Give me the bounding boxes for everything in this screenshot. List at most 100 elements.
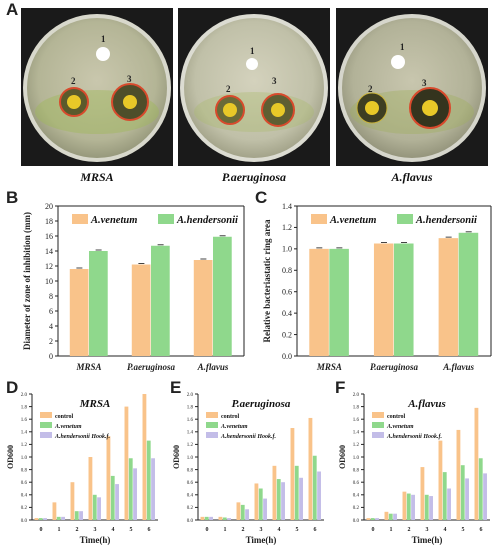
x-tick-label: 2 bbox=[408, 527, 411, 533]
y-tick-label: 0.0 bbox=[282, 352, 292, 361]
y-tick-label: 0.8 bbox=[282, 266, 292, 275]
y-tick-label: 1.4 bbox=[21, 431, 28, 436]
y-tick-label: 1.4 bbox=[187, 431, 194, 436]
legend-label: A.venetum bbox=[220, 424, 248, 430]
bar bbox=[245, 509, 249, 520]
inhibition-zone-2 bbox=[356, 92, 388, 124]
y-tick-label: 12 bbox=[45, 262, 53, 271]
legend-swatch bbox=[206, 412, 218, 418]
inhibition-zone-2 bbox=[59, 87, 89, 117]
y-tick-label: 10 bbox=[45, 277, 53, 286]
x-tick-label: A.flavus bbox=[197, 362, 229, 372]
bar bbox=[442, 472, 447, 520]
bar bbox=[420, 467, 425, 520]
y-tick-label: 14 bbox=[45, 247, 53, 256]
y-tick-label: 1.8 bbox=[353, 405, 360, 410]
bar bbox=[43, 518, 47, 520]
bar bbox=[281, 482, 285, 520]
panel-label-c: C bbox=[255, 188, 268, 207]
bar bbox=[142, 394, 147, 520]
x-axis-label: Time(h) bbox=[412, 535, 443, 545]
legend-swatch bbox=[206, 422, 218, 428]
y-tick-label: 6 bbox=[49, 307, 53, 316]
legend-swatch bbox=[40, 432, 52, 438]
bar bbox=[193, 260, 213, 356]
legend-label: A.venetum bbox=[54, 424, 82, 430]
chart-growth-p-aeruginosa: 0.0 0.2 0.4 0.6 0.8 1.0 1.2 1.4 1.6 1.8 2.0 0 1 2 3 4 5 6… bbox=[172, 393, 324, 545]
legend-label: control bbox=[55, 414, 74, 420]
bar bbox=[52, 502, 57, 520]
spot-label: 3 bbox=[127, 74, 132, 84]
petri-dish-p-aeruginosa: 1 2 3 bbox=[178, 8, 330, 166]
bar bbox=[366, 518, 371, 520]
y-tick-label: 1.6 bbox=[353, 418, 360, 423]
bar bbox=[218, 516, 223, 520]
y-tick-label: 1.0 bbox=[21, 456, 28, 461]
bar bbox=[146, 440, 151, 520]
bar bbox=[447, 488, 451, 520]
bar bbox=[236, 502, 241, 520]
y-tick-label: 0.4 bbox=[282, 309, 292, 318]
blank-disc bbox=[391, 55, 405, 69]
x-tick-label: 3 bbox=[94, 527, 97, 533]
bar bbox=[411, 494, 415, 520]
spot-label: 2 bbox=[226, 84, 231, 94]
bar bbox=[258, 488, 263, 520]
panel-label-d: D bbox=[6, 378, 19, 397]
y-tick-label: 2 bbox=[49, 337, 53, 346]
y-tick-label: 0.2 bbox=[187, 506, 194, 511]
legend-swatch bbox=[40, 422, 52, 428]
x-tick-label: 5 bbox=[130, 527, 133, 533]
chart-title: P.aeruginosa bbox=[232, 398, 291, 410]
bar bbox=[438, 440, 443, 520]
y-tick-label: 0.2 bbox=[21, 506, 28, 511]
chart-title: MRSA bbox=[79, 398, 111, 410]
x-tick-label: 6 bbox=[480, 527, 483, 533]
legend-label: control bbox=[221, 414, 240, 420]
bar bbox=[460, 465, 465, 520]
bar bbox=[88, 457, 93, 520]
bar bbox=[370, 518, 375, 520]
bar bbox=[97, 497, 101, 520]
bar bbox=[456, 429, 461, 520]
legend-label: A.hendersonii Hook.f. bbox=[220, 434, 277, 440]
bar bbox=[478, 458, 483, 520]
spot-label: 3 bbox=[272, 76, 277, 86]
y-tick-label: 1.2 bbox=[21, 443, 28, 448]
bar bbox=[458, 232, 479, 356]
legend-label: A.hendersonii Hook.f. bbox=[54, 434, 111, 440]
y-tick-label: 1.6 bbox=[21, 418, 28, 423]
petri-dish-mrsa: 1 2 3 bbox=[21, 8, 173, 166]
chart-title: A.flavus bbox=[407, 398, 446, 410]
bar bbox=[438, 238, 459, 356]
spot-label: 2 bbox=[71, 76, 76, 86]
bar bbox=[254, 483, 259, 520]
y-tick-label: 4 bbox=[49, 322, 53, 331]
x-axis-label: Time(h) bbox=[80, 535, 111, 545]
y-tick-label: 0.0 bbox=[353, 519, 360, 524]
x-tick-label: 0 bbox=[40, 527, 43, 533]
bar bbox=[393, 513, 397, 520]
legend-swatch bbox=[72, 214, 88, 224]
inhibition-zone-2 bbox=[215, 95, 245, 125]
x-tick-label: 4 bbox=[112, 527, 115, 533]
legend-label: A.venetum bbox=[90, 215, 137, 226]
bar bbox=[128, 458, 133, 520]
y-tick-label: 8 bbox=[49, 292, 53, 301]
bar bbox=[124, 406, 129, 520]
y-tick-label: 2.0 bbox=[187, 393, 194, 398]
x-tick-label: 0 bbox=[372, 527, 375, 533]
bar bbox=[79, 511, 83, 520]
bar bbox=[402, 491, 407, 520]
inhibition-zone-3 bbox=[409, 87, 451, 129]
y-tick-label: 1.2 bbox=[187, 443, 194, 448]
y-tick-label: 0.8 bbox=[353, 468, 360, 473]
spot-label: 1 bbox=[101, 34, 106, 44]
panel-label-a: A bbox=[6, 0, 19, 19]
x-tick-label: 0 bbox=[206, 527, 209, 533]
y-tick-label: 0.8 bbox=[21, 468, 28, 473]
bar bbox=[424, 494, 429, 520]
blank-disc bbox=[246, 58, 258, 70]
spot-label: 3 bbox=[422, 78, 427, 88]
legend-swatch bbox=[372, 412, 384, 418]
